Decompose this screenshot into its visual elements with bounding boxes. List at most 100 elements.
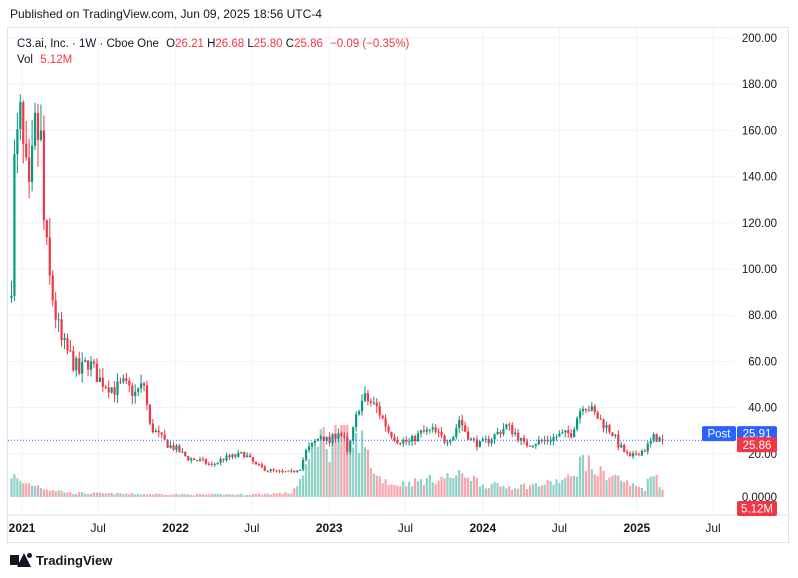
volume-bar [478,486,481,497]
tradingview-footer[interactable]: TradingView [10,551,112,569]
candle-body [399,443,402,445]
volume-bar [263,493,266,497]
candle-body [284,471,287,473]
volume-bar [543,484,546,497]
candle-body [623,444,626,452]
legend-high-label: H [207,38,216,50]
candle-body [413,436,417,442]
candle-body [458,419,461,428]
candle-body [139,383,143,389]
candle-body [125,378,128,381]
candle-body [178,445,181,453]
chart-legend: C3.ai, Inc. · 1W · Cboe One O26.21 H26.6… [17,36,409,68]
candle-body [363,393,367,401]
candle-body [540,440,543,442]
candle-body [187,456,190,461]
x-tick-label: Jul [552,521,567,535]
candle-body [552,437,555,442]
candle-body [628,453,632,457]
candle-body [63,338,66,340]
candle-body [287,470,290,472]
x-tick-label: 2021 [9,521,36,535]
volume-bar [310,444,314,497]
volume-bar [387,485,390,497]
candle-body [634,453,638,455]
candle-body [57,319,60,321]
volume-bar [287,493,290,497]
candle-body [154,430,157,433]
candle-body [128,380,131,386]
candle-body [302,459,305,470]
volume-bar [522,483,526,497]
candle-body [449,440,452,443]
volume-bar [484,488,487,497]
volume-bar [72,493,75,497]
chart-frame[interactable] [7,27,789,543]
legend-exchange: Cboe One [106,38,159,50]
candle-body [637,454,641,456]
volume-bar [304,464,308,497]
volume-bar [60,490,63,497]
candle-body [534,444,537,446]
volume-bar [281,493,284,497]
volume-bar [620,480,623,497]
volume-bar [631,483,635,497]
volume-bar [139,494,143,497]
tradingview-brand: TradingView [36,552,113,568]
candle-body [310,443,314,447]
volume-bar [25,483,28,497]
candle-body [375,402,378,407]
volume-bar [66,492,69,497]
candle-body [22,101,25,144]
candle-body [357,411,361,415]
volume-bar [578,456,582,497]
candle-body [213,463,216,465]
candle-body [396,440,399,444]
candle-body [514,432,517,435]
volume-bar [33,486,37,497]
volume-bar [125,493,128,497]
volume-bar [343,425,346,497]
volume-bar [210,493,213,497]
volume-bar [525,489,529,497]
candle-body [293,470,296,472]
candle-body [546,440,549,442]
candle-body [617,434,620,448]
volume-bar [328,462,331,497]
volume-bar [475,477,479,497]
volume-bar [573,476,576,497]
y-tick-label: 160.00 [742,125,777,137]
candle-body [464,425,467,432]
volume-bar [496,483,499,497]
candle-body [84,360,87,363]
candle-body [502,428,505,435]
volume-bar [634,486,638,497]
candle-body [299,469,302,471]
volume-bar [110,492,113,497]
candle-body [151,423,154,433]
volume-bar [464,477,467,497]
candle-body [505,424,508,429]
volume-bar [357,452,361,497]
volume-bar [157,493,160,497]
candle-body [431,427,434,430]
volume-bar [346,425,349,497]
volume-bar [36,485,40,497]
volume-bar [564,477,567,497]
volume-bar [213,493,216,497]
candle-body [19,101,22,130]
volume-bar [231,494,234,497]
volume-bar [355,432,358,497]
y-tick-label: 100.00 [742,264,777,276]
candle-body [134,391,137,397]
volume-bar [490,484,493,497]
volume-bar [319,429,322,497]
volume-bar [390,484,393,497]
candle-body [387,426,390,432]
volume-bar [275,493,278,497]
volume-bar [413,478,417,497]
last-price-badge: 25.86 [743,440,772,452]
candle-body [119,381,122,383]
x-tick-label: Jul [705,521,720,535]
